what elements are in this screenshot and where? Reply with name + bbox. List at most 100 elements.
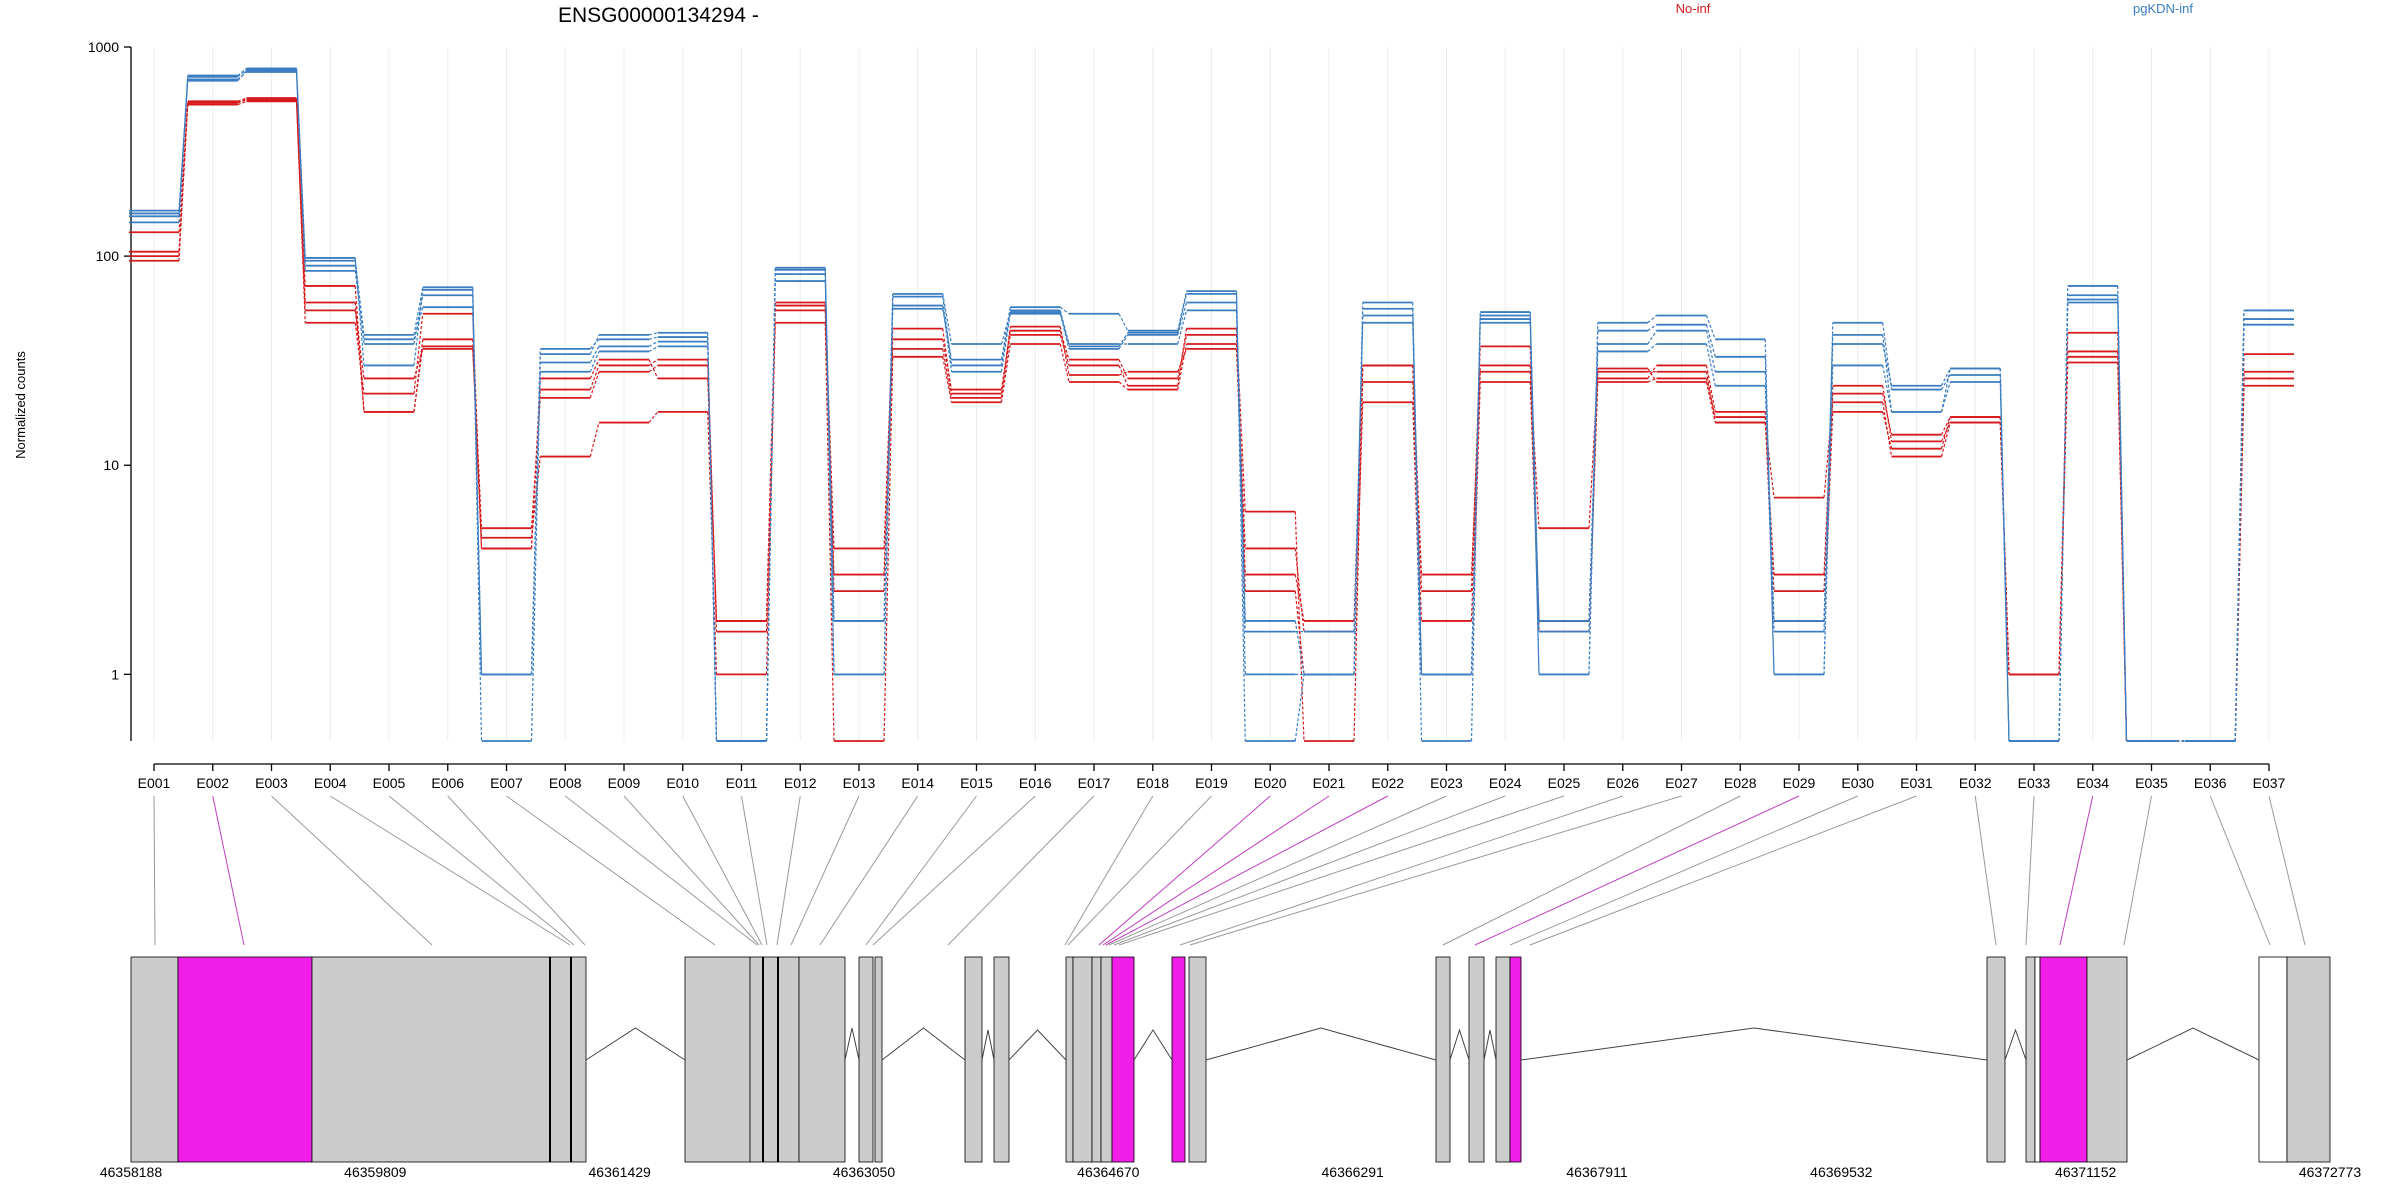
intron-line — [2004, 1028, 2027, 1061]
series-transition — [1118, 371, 1128, 376]
x-tick-label: E008 — [549, 775, 582, 791]
x-tick-label: E012 — [784, 775, 817, 791]
x-tick-label: E033 — [2018, 775, 2051, 791]
series-transition — [1000, 307, 1011, 360]
series-transition — [1940, 422, 1951, 457]
series-transition — [1705, 343, 1716, 386]
connector-E030 — [1509, 795, 1858, 946]
exon-block — [1100, 956, 1113, 1163]
exon-block — [2286, 956, 2331, 1163]
x-tick-label: E027 — [1665, 775, 1698, 791]
series-transition — [1235, 310, 1246, 632]
highlighted-exon-block — [1509, 956, 1522, 1163]
series-transition — [178, 80, 189, 214]
exon-block — [2025, 956, 2036, 1163]
connector-E004 — [329, 795, 571, 946]
series-transition — [942, 308, 953, 360]
series-transition — [354, 285, 365, 412]
x-tick-label: E022 — [1371, 775, 1404, 791]
series-transition — [530, 348, 541, 675]
series-transition — [1647, 365, 1657, 379]
series-transition — [1647, 315, 1657, 324]
connector-E021 — [1102, 795, 1330, 946]
series-transition — [824, 274, 835, 675]
x-tick-label: E035 — [2135, 775, 2168, 791]
series-transition — [589, 351, 600, 372]
x-tick-label: E005 — [373, 775, 406, 791]
series-transition — [1059, 334, 1070, 366]
series-transition — [1529, 319, 1540, 675]
series-transition — [1059, 311, 1070, 347]
highlighted-exon-block — [1171, 956, 1186, 1163]
x-tick-label: E016 — [1019, 775, 1052, 791]
connector-E006 — [447, 795, 586, 946]
x-tick-label: E031 — [1900, 775, 1933, 791]
connector-E014 — [819, 795, 919, 946]
genomic-coordinate-label: 46369532 — [1810, 1164, 1873, 1180]
connector-E022 — [1105, 795, 1388, 946]
connector-E017 — [947, 795, 1095, 946]
series-transition — [648, 411, 659, 423]
intron-line — [1205, 1027, 1437, 1061]
series-transition — [648, 332, 658, 336]
series-transition — [413, 313, 424, 394]
highlighted-exon-block — [2039, 956, 2088, 1163]
connector-E016 — [872, 795, 1036, 946]
series-transition — [648, 359, 659, 366]
genomic-coordinate-label: 46361429 — [589, 1164, 652, 1180]
x-tick-label: E034 — [2076, 775, 2109, 791]
exon-block — [549, 956, 572, 1163]
series-transition — [589, 365, 600, 390]
series-transition — [472, 295, 483, 675]
series-transition — [1412, 302, 1423, 742]
series-transition — [1177, 343, 1188, 390]
series-transition — [1059, 306, 1070, 315]
connector-E036 — [2209, 795, 2271, 946]
gene-model — [130, 956, 2331, 1163]
genomic-coordinate-label: 46371152 — [2055, 1164, 2116, 1180]
series-transition — [354, 265, 365, 345]
series-transition — [1470, 346, 1481, 592]
exon-block — [964, 956, 983, 1163]
connector-E010 — [682, 795, 763, 946]
series-transition — [1705, 330, 1716, 372]
intron-line — [1483, 1029, 1497, 1061]
series-transition — [1705, 324, 1716, 357]
connector-E025 — [1118, 795, 1565, 946]
genomic-coordinate-axis: 46358188 46359809 46361429 46363050 46364670… — [100, 1164, 2362, 1180]
series-transition — [1294, 548, 1305, 632]
intron-line — [881, 1027, 966, 1061]
series-transition — [413, 295, 424, 345]
connector-E012 — [776, 795, 801, 946]
series-transition — [1823, 334, 1834, 621]
highlighted-exon-block — [177, 956, 313, 1163]
connector-E009 — [623, 795, 760, 946]
y-tick-label: 1000 — [88, 39, 119, 55]
x-tick-label: E024 — [1489, 775, 1522, 791]
connector-E028 — [1442, 795, 1741, 946]
series-transition — [1764, 356, 1775, 675]
exon-block — [798, 956, 846, 1163]
series-transition — [1647, 330, 1658, 345]
series-transition — [354, 310, 365, 379]
x-tick-label: E003 — [255, 775, 288, 791]
exon-block — [762, 956, 779, 1163]
genomic-coordinate-label: 46358188 — [100, 1164, 163, 1180]
series-transition — [648, 336, 658, 340]
series-transition — [589, 371, 600, 399]
connector-E013 — [790, 795, 860, 946]
series-transition — [648, 359, 659, 379]
intron-line — [1133, 1029, 1173, 1061]
x-tick-label: E025 — [1548, 775, 1581, 791]
series-transition — [1000, 311, 1011, 345]
series-transition — [1470, 312, 1481, 742]
series-transition — [1529, 312, 1540, 675]
series-transition — [2117, 302, 2128, 742]
x-tick-label: E030 — [1841, 775, 1874, 791]
series-transition — [1294, 511, 1305, 742]
series-transition — [237, 98, 247, 103]
series-transition — [1882, 322, 1893, 390]
series-transition — [295, 70, 306, 266]
series-transition — [1059, 343, 1070, 383]
